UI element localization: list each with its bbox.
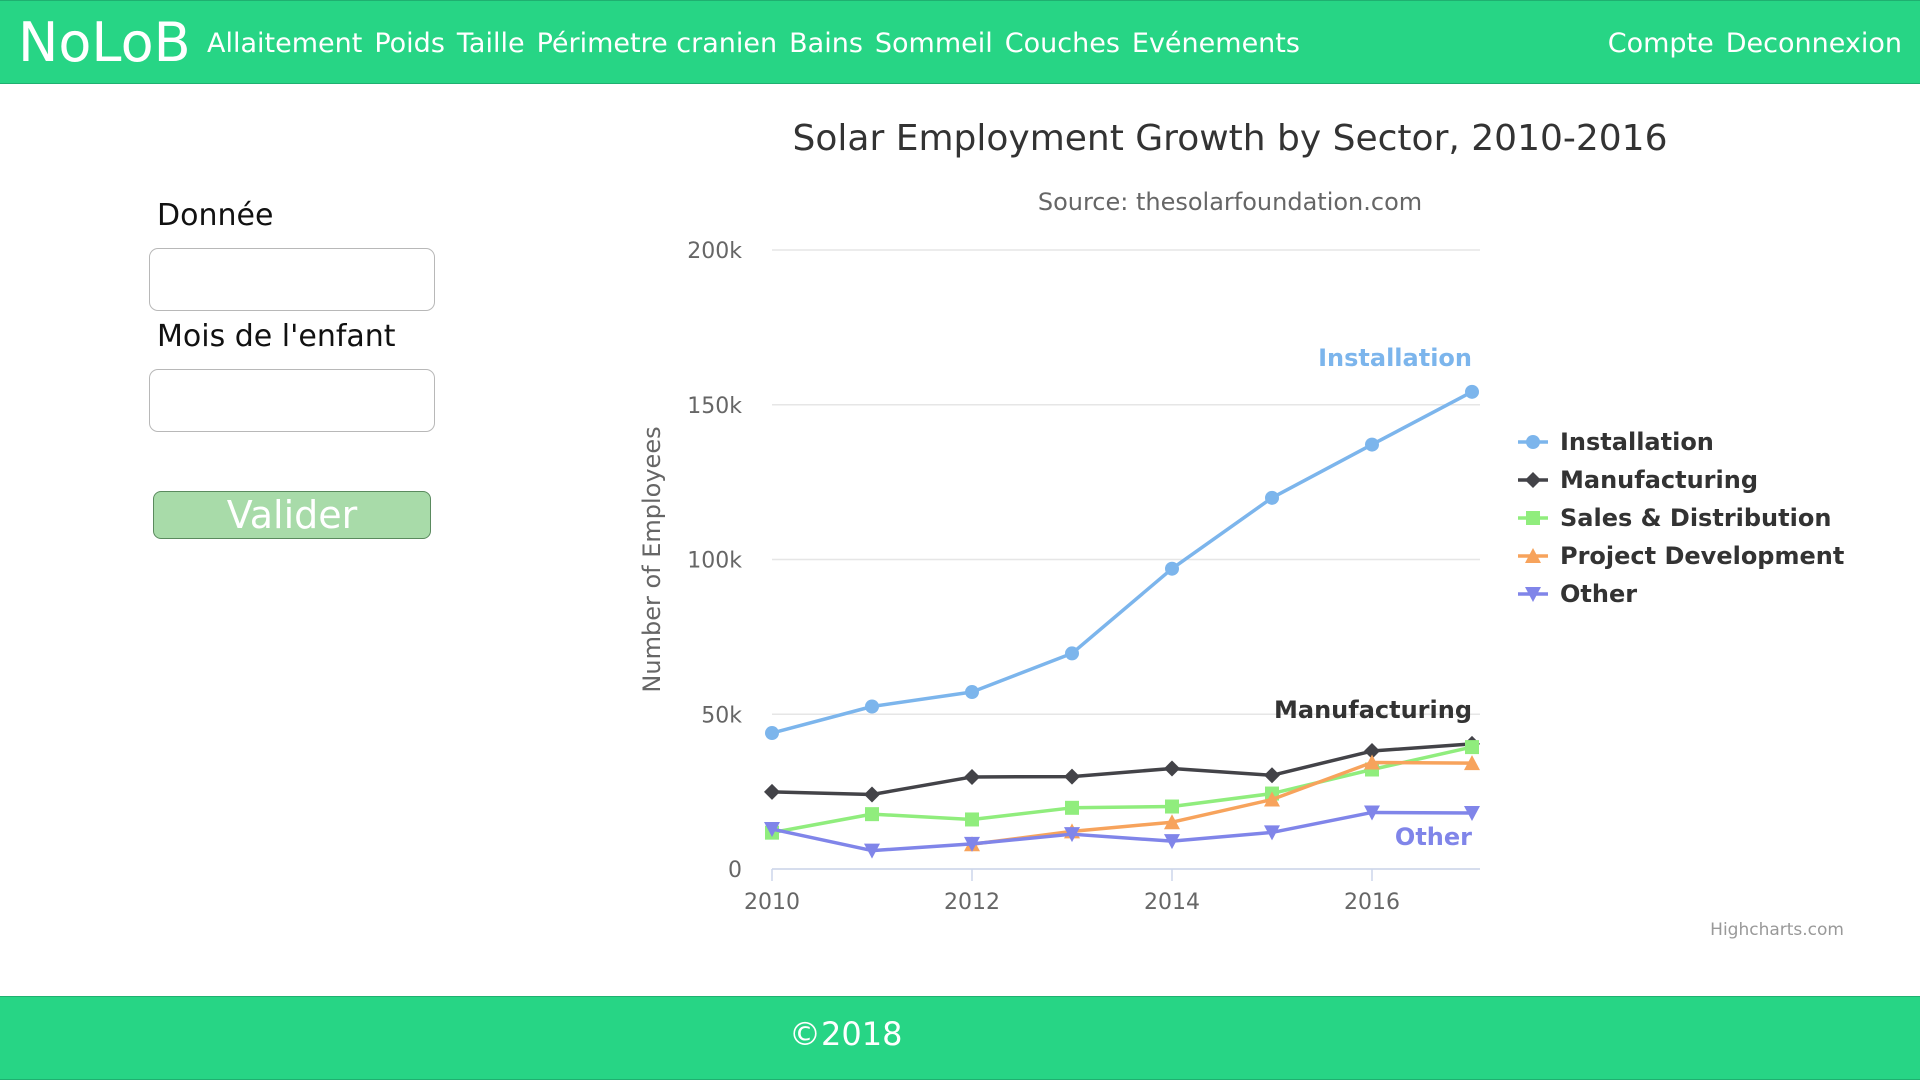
data-point-project-development [1464, 755, 1480, 771]
nav-link-compte[interactable]: Compte [1607, 27, 1714, 59]
data-point-project-development [1364, 754, 1380, 770]
data-point-other [964, 836, 980, 852]
copyright-text: ©2018 [789, 1015, 903, 1053]
data-point-project-development [1164, 814, 1180, 830]
data-point-installation [1365, 437, 1379, 452]
nav-link-bains[interactable]: Bains [789, 27, 863, 59]
data-point-manufacturing [1364, 743, 1380, 760]
nav-link-taille[interactable]: Taille [456, 27, 525, 59]
series-end-label: Installation [1318, 344, 1472, 372]
account-nav: Compte Deconnexion [1596, 1, 1902, 85]
chart-container: Solar Employment Growth by Sector, 2010-… [610, 100, 1920, 950]
chart-credits: Highcharts.com [1710, 920, 1844, 940]
data-point-sales-distribution [1165, 799, 1179, 814]
valider-button[interactable]: Valider [153, 491, 431, 539]
nav-link-allaitement[interactable]: Allaitement [207, 27, 363, 59]
legend-item-label: Installation [1560, 428, 1714, 456]
chart-subtitle: Source: thesolarfoundation.com [1038, 188, 1422, 216]
data-point-other [764, 822, 780, 838]
data-point-sales-distribution [1465, 740, 1479, 755]
series-end-label: Other [1395, 823, 1472, 851]
y-tick-label: 150k [687, 394, 742, 419]
data-point-installation [1465, 384, 1479, 399]
nav-link-deconnexion[interactable]: Deconnexion [1725, 27, 1902, 59]
donnee-label: Donnée [157, 198, 274, 233]
data-point-installation [765, 726, 779, 741]
data-point-other [864, 843, 880, 859]
legend-marker-manufacturing [1525, 472, 1541, 488]
data-point-sales-distribution [965, 812, 979, 827]
mois-enfant-label: Mois de l'enfant [157, 319, 396, 354]
legend-marker-installation [1526, 435, 1540, 449]
series-line-other [771, 810, 1473, 853]
y-tick-label: 200k [687, 239, 742, 264]
y-tick-label: 50k [701, 703, 742, 728]
legend-item-label: Sales & Distribution [1560, 504, 1831, 532]
series-line-installation [771, 390, 1473, 735]
data-point-manufacturing [864, 786, 880, 803]
data-point-manufacturing [1164, 760, 1180, 777]
footer: ©2018 [0, 996, 1920, 1080]
data-point-installation [1065, 646, 1079, 661]
legend-marker-other [1525, 587, 1541, 602]
x-tick-label: 2010 [744, 890, 800, 915]
nav-link-evenements[interactable]: Evénements [1131, 27, 1300, 59]
y-axis-title: Number of Employees [638, 426, 666, 692]
data-point-other [1464, 805, 1480, 821]
series-line-project-development [971, 760, 1473, 847]
series-line-manufacturing [771, 742, 1473, 797]
data-point-sales-distribution [865, 807, 879, 822]
line-chart: Solar Employment Growth by Sector, 2010-… [638, 118, 1844, 940]
data-point-installation [1165, 561, 1179, 576]
nav-link-perimetre-cranien[interactable]: Périmetre cranien [536, 27, 778, 59]
data-point-installation [865, 699, 879, 714]
legend-marker-sales-distribution [1526, 511, 1540, 525]
nav-link-couches[interactable]: Couches [1004, 27, 1120, 59]
data-point-manufacturing [1264, 767, 1280, 784]
chart-title: Solar Employment Growth by Sector, 2010-… [793, 118, 1668, 159]
y-tick-label: 100k [687, 549, 742, 574]
nav-link-poids[interactable]: Poids [374, 27, 445, 59]
data-point-other [1164, 834, 1180, 850]
data-point-manufacturing [764, 783, 780, 800]
legend-item-label: Project Development [1560, 542, 1844, 570]
data-point-manufacturing [1064, 768, 1080, 785]
x-tick-label: 2016 [1344, 890, 1400, 915]
mois-enfant-input[interactable] [149, 369, 435, 432]
brand-logo[interactable]: NoLoB [18, 11, 191, 74]
data-point-other [1064, 827, 1080, 843]
donnee-input[interactable] [149, 248, 435, 311]
series-line-sales-distribution [771, 745, 1473, 835]
data-point-installation [1265, 490, 1279, 505]
legend-item-label: Other [1560, 580, 1637, 608]
x-tick-label: 2014 [1144, 890, 1200, 915]
x-tick-label: 2012 [944, 890, 1000, 915]
legend-marker-project-development [1525, 548, 1541, 563]
data-point-manufacturing [964, 768, 980, 785]
y-tick-label: 0 [728, 858, 742, 883]
main-nav: Allaitement Poids Taille Périmetre crani… [207, 1, 1312, 85]
series-end-label: Manufacturing [1274, 696, 1472, 724]
top-navbar: NoLoB Allaitement Poids Taille Périmetre… [0, 0, 1920, 84]
data-point-other [1264, 825, 1280, 841]
data-point-sales-distribution [1065, 800, 1079, 815]
data-point-other [1364, 805, 1380, 821]
data-point-project-development [1264, 791, 1280, 807]
nav-link-sommeil[interactable]: Sommeil [874, 27, 993, 59]
legend-item-label: Manufacturing [1560, 466, 1758, 494]
data-point-installation [965, 685, 979, 700]
